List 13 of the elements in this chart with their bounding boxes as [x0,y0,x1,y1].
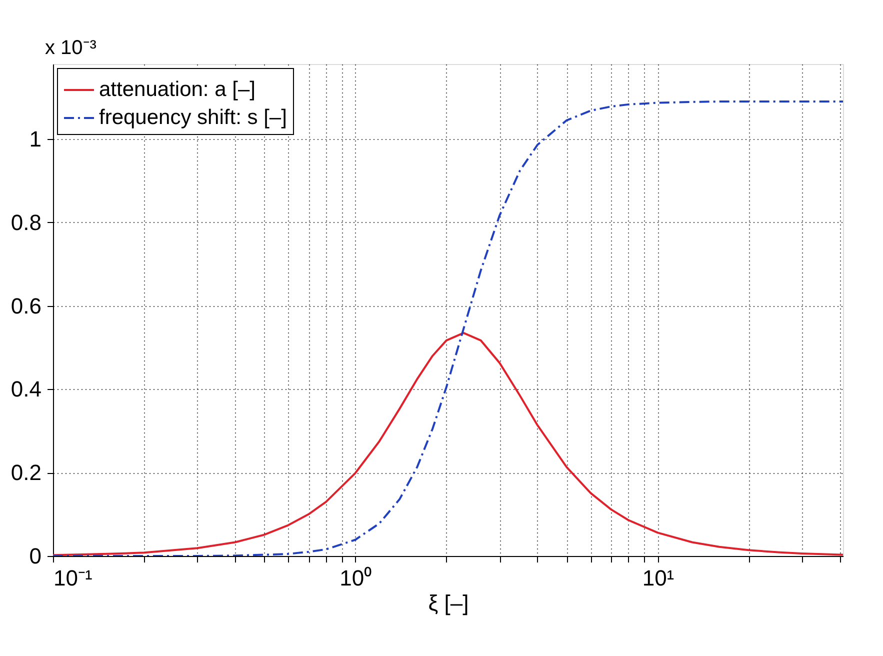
y-tick-label: 0.2 [10,460,42,486]
y-tick-label: 0.4 [10,376,42,402]
y-tick-label: 0.6 [10,293,42,318]
y-tick-label: 0 [29,544,42,568]
x-tick-label: 10¹ [642,566,674,590]
y-tick-label: 1 [29,126,42,152]
text: x 10⁻³ [45,37,97,59]
y-tick-label: 0.8 [10,210,42,235]
x-axis-title: ξ [–] [428,590,469,616]
legend-label: attenuation: a [–] [99,78,256,101]
x-tick-label: 10⁰ [340,566,372,590]
legend-label: frequency shift: s [–] [99,106,287,129]
x-tick-label: 10⁻¹ [54,566,92,590]
